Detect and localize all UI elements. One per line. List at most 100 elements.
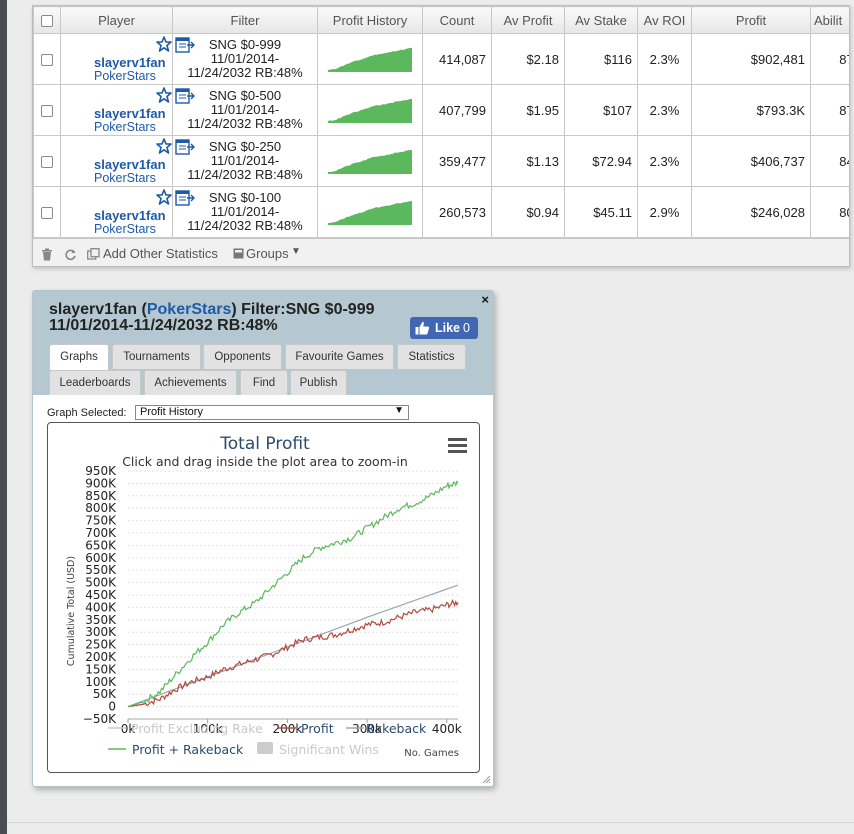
series-line-profit[interactable]	[127, 599, 459, 708]
panel-title: slayerv1fan (PokerStars) Filter:SNG $0-9…	[49, 301, 375, 334]
av-stake-cell: $72.94	[564, 135, 638, 187]
star-icon[interactable]	[156, 36, 172, 52]
tab-statistics[interactable]: Statistics	[397, 344, 466, 369]
y-tick-label: 800K	[85, 501, 117, 515]
profit-history-sparkline[interactable]	[317, 33, 423, 85]
profit-history-sparkline[interactable]	[317, 135, 423, 187]
chart-title: Total Profit	[219, 434, 310, 454]
legend-item-profit-plus-rakeback[interactable]: Profit + Rakeback	[108, 742, 244, 757]
y-tick-label: 150K	[85, 662, 117, 676]
legend-item-profit[interactable]: Profit	[278, 721, 334, 736]
x-tick-label: 200k	[272, 722, 302, 736]
table-header-row: Player Filter Profit History Count Av Pr…	[33, 6, 849, 34]
column-header-ability[interactable]: Abilit	[810, 6, 849, 34]
count-cell: 414,087	[422, 33, 492, 85]
player-name-link[interactable]: slayerv1fan	[94, 55, 166, 70]
column-header-filter[interactable]: Filter	[172, 6, 318, 34]
column-header-profit[interactable]: Profit	[691, 6, 811, 34]
groups-dropdown[interactable]: Groups	[246, 246, 289, 261]
sparkline-area	[328, 150, 412, 174]
tab-opponents[interactable]: Opponents	[203, 344, 282, 369]
trash-icon[interactable]	[41, 248, 53, 261]
notes-icon[interactable]	[175, 36, 195, 53]
profit-cell: $406,737	[691, 135, 811, 187]
y-axis-label: Cumulative Total (USD)	[66, 556, 77, 666]
column-header-count[interactable]: Count	[422, 6, 492, 34]
add-stats-icon[interactable]	[87, 248, 100, 260]
chevron-down-icon[interactable]: ▼	[291, 246, 301, 257]
av-profit-cell: $1.95	[491, 84, 565, 136]
profit-history-sparkline[interactable]	[317, 186, 423, 238]
tab-graphs[interactable]: Graphs	[49, 344, 109, 370]
av-roi-cell: 2.9%	[637, 186, 692, 238]
column-header-av-stake[interactable]: Av Stake	[564, 6, 638, 34]
hamburger-icon[interactable]	[448, 438, 467, 453]
table-footer-toolbar: Add Other Statistics Groups ▼	[33, 238, 849, 266]
refresh-icon[interactable]	[64, 248, 77, 261]
tab-publish[interactable]: Publish	[290, 370, 347, 395]
star-icon[interactable]	[156, 189, 172, 205]
add-other-statistics-button[interactable]: Add Other Statistics	[103, 246, 218, 261]
x-tick-label: 0k	[121, 722, 136, 736]
player-site-link[interactable]: PokerStars	[94, 222, 156, 236]
x-tick-label: 100k	[193, 722, 223, 736]
player-name-link[interactable]: slayerv1fan	[94, 106, 166, 121]
y-tick-label: 950K	[85, 464, 117, 478]
tab-achievements[interactable]: Achievements	[144, 370, 237, 395]
svg-text:Rakeback: Rakeback	[366, 721, 427, 736]
player-site-link[interactable]: PokerStars	[94, 69, 156, 83]
column-header-profit-history[interactable]: Profit History	[317, 6, 423, 34]
av-stake-cell: $107	[564, 84, 638, 136]
count-cell: 359,477	[422, 135, 492, 187]
row-checkbox[interactable]	[41, 105, 53, 118]
profit-history-sparkline[interactable]	[317, 84, 423, 136]
select-all-checkbox-cell[interactable]	[33, 6, 61, 34]
player-name-link[interactable]: slayerv1fan	[94, 208, 166, 223]
y-tick-label: 500K	[85, 576, 117, 590]
row-checkbox[interactable]	[41, 156, 53, 169]
player-name-link[interactable]: slayerv1fan	[94, 157, 166, 172]
player-site-link[interactable]: PokerStars	[94, 120, 156, 134]
tab-leaderboards[interactable]: Leaderboards	[49, 370, 141, 395]
groups-icon	[233, 248, 244, 259]
close-icon[interactable]: ×	[481, 292, 489, 307]
svg-text:Profit: Profit	[301, 721, 334, 736]
av-profit-cell: $2.18	[491, 33, 565, 85]
resize-handle-icon[interactable]	[482, 775, 491, 784]
panel-title-site-link[interactable]: PokerStars	[146, 301, 232, 318]
ability-cell: 84	[810, 135, 849, 187]
legend-item-significant-wins[interactable]: Significant Wins	[257, 742, 379, 757]
star-icon[interactable]	[156, 87, 172, 103]
graph-selected-label: Graph Selected:	[47, 407, 127, 419]
notes-icon[interactable]	[175, 87, 195, 104]
legend-item-rakeback[interactable]: Rakeback	[346, 721, 427, 736]
star-icon[interactable]	[156, 138, 172, 154]
facebook-like-button[interactable]: Like 0	[410, 317, 478, 339]
y-tick-label: 0	[108, 700, 116, 714]
av-roi-cell: 2.3%	[637, 135, 692, 187]
y-tick-label: 650K	[85, 538, 117, 552]
select-all-checkbox[interactable]	[41, 15, 53, 28]
legend: Profit Excluding Rake Profit Rakeback Pr…	[108, 721, 427, 757]
tab-favourite-games[interactable]: Favourite Games	[285, 344, 394, 369]
notes-icon[interactable]	[175, 138, 195, 155]
column-header-player[interactable]: Player	[60, 6, 173, 34]
notes-icon[interactable]	[175, 189, 195, 206]
row-checkbox[interactable]	[41, 54, 53, 67]
series-line-profit-rakeback[interactable]	[127, 480, 459, 708]
x-tick-label: 300k	[352, 722, 382, 736]
profit-chart-svg[interactable]: Total Profit Click and drag inside the p…	[48, 423, 479, 772]
graph-select-dropdown[interactable]: Profit History ▼	[135, 405, 409, 420]
row-checkbox[interactable]	[41, 207, 53, 220]
tab-find[interactable]: Find	[240, 370, 288, 395]
legend-item-profit-excluding-rake[interactable]: Profit Excluding Rake	[108, 721, 263, 736]
tab-tournaments[interactable]: Tournaments	[112, 344, 201, 369]
y-tick-label: 50K	[93, 687, 117, 701]
column-header-av-profit[interactable]: Av Profit	[491, 6, 565, 34]
player-site-link[interactable]: PokerStars	[94, 171, 156, 185]
column-header-av-roi[interactable]: Av ROI	[637, 6, 692, 34]
stats-table: Player Filter Profit History Count Av Pr…	[33, 6, 849, 238]
stats-table-panel: Player Filter Profit History Count Av Pr…	[32, 5, 850, 267]
filter-cell: SNG $0-999 11/01/2014- 11/24/2032 RB:48%	[172, 33, 318, 85]
profit-chart[interactable]: Total Profit Click and drag inside the p…	[47, 422, 480, 773]
